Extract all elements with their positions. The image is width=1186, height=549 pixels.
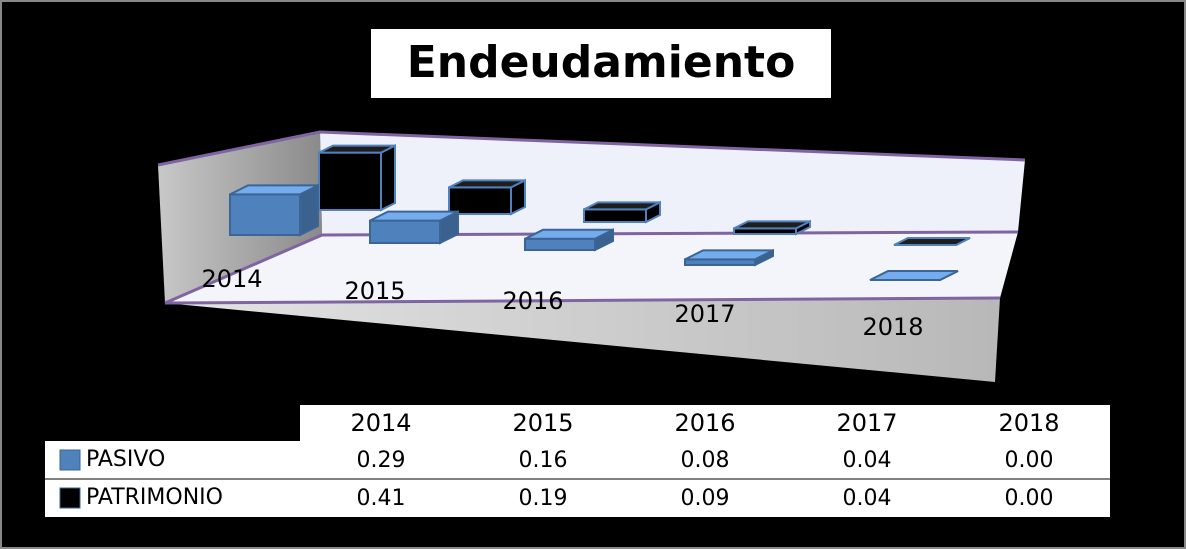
- bar: [524, 228, 614, 252]
- table-value: 0.41: [357, 486, 406, 511]
- table-value: 0.00: [1005, 448, 1054, 473]
- bar-top: [893, 237, 971, 246]
- bar-top: [583, 201, 661, 211]
- table-value: 0.29: [357, 448, 406, 473]
- x-tick-label: 2014: [201, 265, 262, 293]
- x-tick-label: 2018: [862, 313, 923, 341]
- x-tick-label: 2016: [502, 287, 563, 315]
- table-value: 0.04: [843, 448, 892, 473]
- table-value: 0.19: [519, 486, 568, 511]
- bar-front: [229, 193, 301, 236]
- bar-side: [380, 143, 396, 212]
- x-tick-label: 2015: [344, 277, 405, 305]
- wall-edge: [157, 130, 1026, 167]
- bar: [869, 270, 959, 281]
- bar: [684, 248, 774, 267]
- table-header: 2018: [998, 409, 1059, 437]
- data-table: 2014 2015 2016 2017 2018 PASIVO 0.29 0.16 0.08 0.…: [45, 405, 1110, 517]
- legend-swatch: [59, 487, 81, 509]
- table-value: 0.09: [681, 486, 730, 511]
- bar: [448, 178, 526, 216]
- bar-top: [684, 249, 774, 261]
- legend-label: PASIVO: [86, 447, 165, 472]
- bar: [369, 209, 459, 245]
- bar-front: [369, 219, 441, 245]
- bar: [733, 219, 811, 236]
- bar-top: [448, 179, 526, 189]
- bar: [893, 237, 971, 246]
- bar-front: [318, 151, 382, 212]
- floor: [165, 232, 1018, 303]
- legend-label: PATRIMONIO: [86, 485, 223, 510]
- table-value: 0.08: [681, 448, 730, 473]
- bar-top: [369, 210, 459, 222]
- chart-title: Endeudamiento: [407, 37, 796, 88]
- bar-front: [448, 186, 512, 215]
- table-header: 2014: [350, 409, 411, 437]
- bar-top: [229, 184, 319, 196]
- table-value: 0.16: [519, 448, 568, 473]
- bar-top: [524, 228, 614, 240]
- table-header-bg: [300, 405, 1110, 441]
- bar-top: [733, 220, 811, 230]
- bar-front: [583, 208, 647, 223]
- title-box: [371, 29, 831, 98]
- floor-edge: [164, 296, 1001, 305]
- bars: 2014 2015 2016 2017 2018: [201, 143, 971, 341]
- table-header: 2016: [674, 409, 735, 437]
- bar: [229, 183, 319, 237]
- table-value: 0.00: [1005, 486, 1054, 511]
- bar: [583, 200, 661, 224]
- table-header: 2017: [836, 409, 897, 437]
- x-tick-label: 2017: [674, 300, 735, 328]
- bar-top: [869, 270, 959, 281]
- table-header: 2015: [512, 409, 573, 437]
- bar-front: [524, 237, 596, 252]
- floor-slab: [165, 298, 1000, 382]
- bar-top: [318, 144, 396, 154]
- bar: [318, 143, 396, 212]
- legend-swatch: [59, 449, 81, 471]
- table-value: 0.04: [843, 486, 892, 511]
